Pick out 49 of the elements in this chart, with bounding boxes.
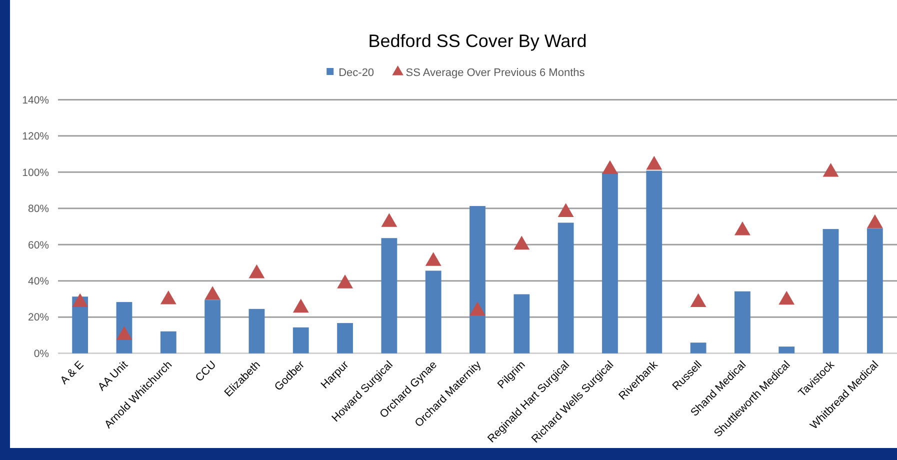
point bbox=[602, 160, 618, 174]
y-tick-label: 40% bbox=[28, 276, 49, 288]
point bbox=[778, 290, 795, 305]
y-tick-label: 60% bbox=[28, 239, 49, 252]
bar bbox=[778, 346, 795, 354]
point bbox=[470, 302, 486, 316]
bar bbox=[292, 327, 309, 354]
point bbox=[72, 293, 88, 307]
bar bbox=[822, 229, 839, 354]
x-tick-label: AA Unit bbox=[96, 358, 130, 394]
y-tick-label: 0% bbox=[34, 348, 49, 360]
point bbox=[734, 221, 750, 236]
bar bbox=[646, 170, 662, 354]
y-tick-label: 140% bbox=[22, 94, 49, 106]
point bbox=[381, 213, 398, 227]
point bbox=[690, 293, 706, 307]
point bbox=[558, 203, 574, 217]
bar bbox=[866, 228, 883, 354]
bar bbox=[514, 294, 530, 354]
point bbox=[116, 326, 132, 340]
chart-title: Bedford SS Cover By Ward bbox=[368, 31, 587, 51]
legend-label: SS Average Over Previous 6 Months bbox=[406, 66, 586, 79]
bar bbox=[734, 291, 750, 354]
bar bbox=[690, 342, 706, 354]
point bbox=[160, 290, 176, 304]
point bbox=[425, 252, 442, 266]
legend-label: Dec-20 bbox=[338, 66, 374, 79]
bar bbox=[204, 300, 220, 354]
bar bbox=[558, 222, 574, 354]
point bbox=[204, 286, 221, 300]
point bbox=[514, 236, 530, 250]
bar bbox=[470, 206, 486, 354]
y-tick-label: 20% bbox=[28, 312, 49, 324]
point bbox=[646, 156, 662, 170]
bar bbox=[160, 331, 176, 354]
point bbox=[866, 214, 883, 228]
y-tick-label: 100% bbox=[22, 166, 49, 179]
bar bbox=[381, 238, 398, 354]
point bbox=[248, 264, 265, 278]
point bbox=[337, 274, 353, 288]
point bbox=[292, 298, 309, 313]
y-tick-label: 80% bbox=[28, 203, 49, 216]
point bbox=[822, 162, 839, 177]
bar bbox=[337, 323, 353, 354]
bar bbox=[248, 308, 265, 354]
bar bbox=[425, 270, 442, 354]
bar bbox=[602, 172, 618, 354]
x-tick-label: A & E bbox=[58, 358, 86, 387]
y-tick-label: 120% bbox=[22, 130, 49, 143]
